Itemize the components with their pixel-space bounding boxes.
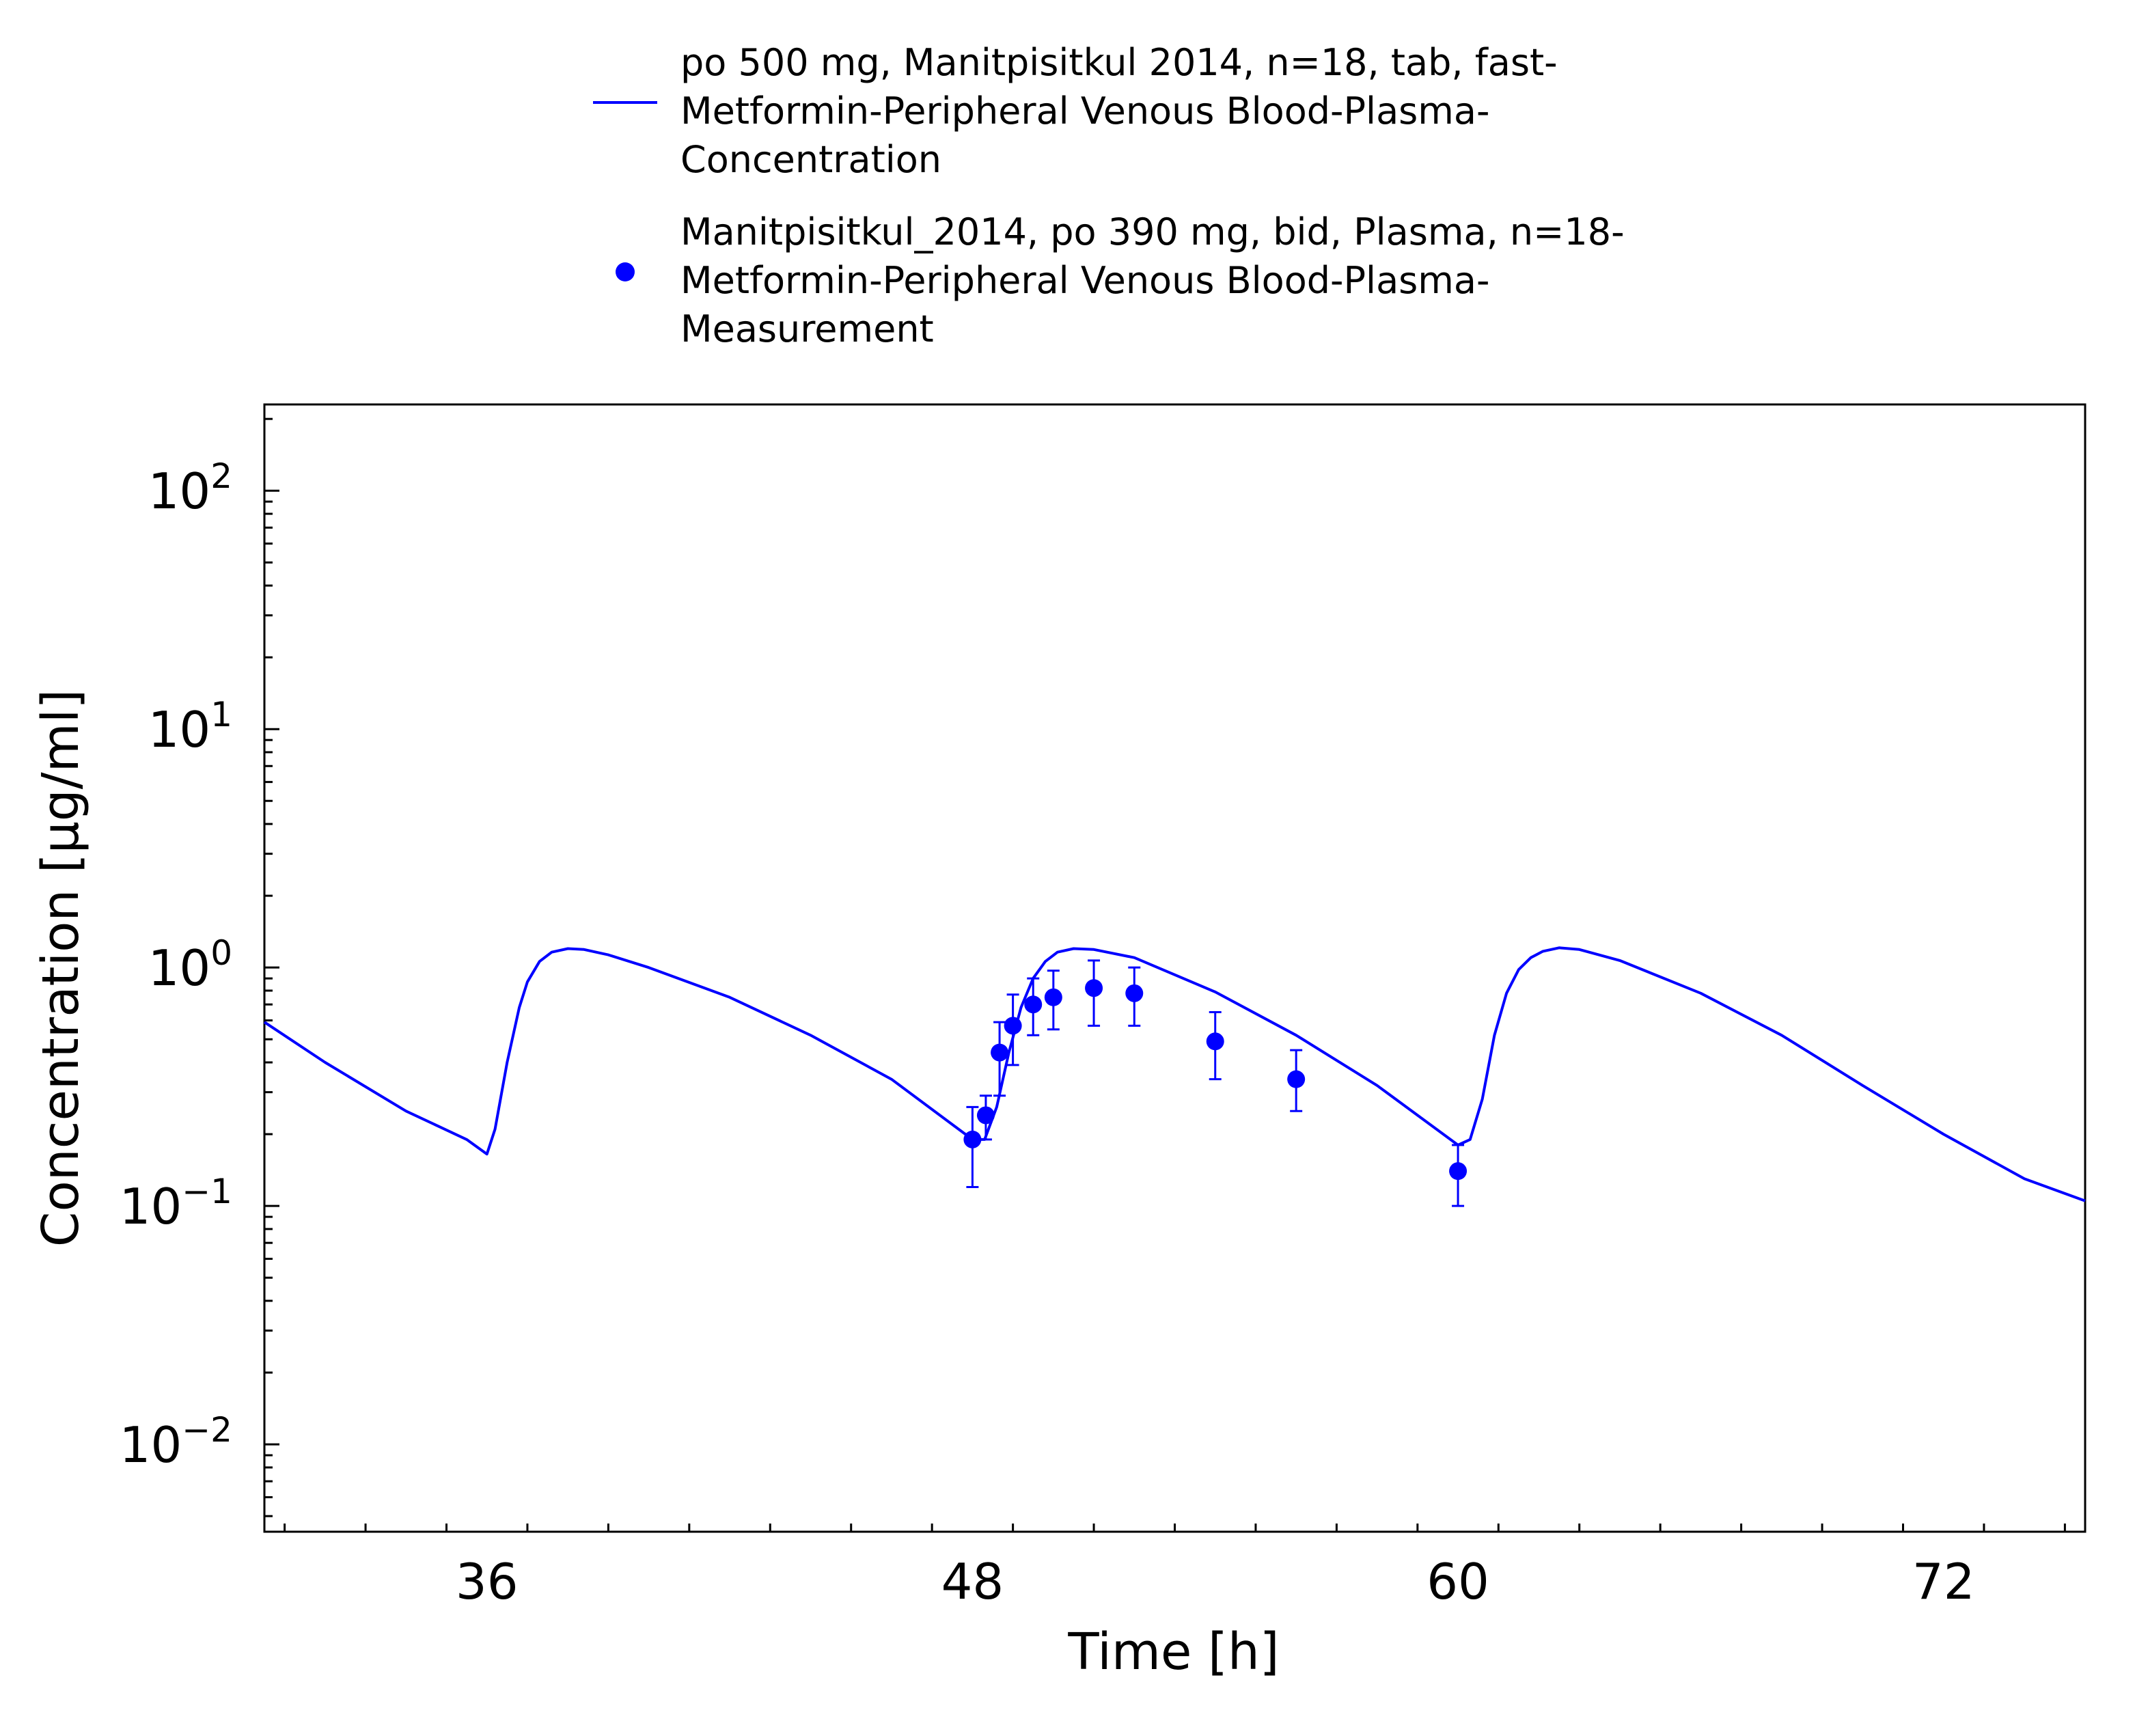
plot-area <box>263 946 2086 1207</box>
data-marker <box>1085 979 1103 997</box>
data-marker <box>1125 984 1144 1002</box>
measurement-point <box>1004 993 1022 1066</box>
data-marker <box>1206 1032 1224 1051</box>
measurement-point <box>1085 959 1103 1027</box>
legend-line-row-1: po 500 mg, Manitpisitkul 2014, n=18, tab… <box>680 41 1558 84</box>
legend-scatter-row-2: Metformin-Peripheral Venous Blood-Plasma… <box>680 259 1489 302</box>
y-tick-label: 10−2 <box>120 1410 232 1474</box>
y-axis-title: Concentration [µg/ml] <box>31 689 90 1247</box>
measurement-point <box>1024 977 1043 1036</box>
data-marker <box>991 1043 1009 1062</box>
y-tick-label: 10−1 <box>120 1172 232 1235</box>
measurement-point <box>991 1021 1009 1097</box>
simulation-line <box>263 946 2086 1202</box>
x-axis-ticks: 36 48 60 72 <box>284 1524 2066 1610</box>
measurement-point <box>1044 969 1062 1031</box>
x-tick-label: 48 <box>941 1553 1004 1610</box>
measurement-point <box>976 1094 995 1141</box>
x-axis-title: Time [h] <box>1067 1623 1279 1681</box>
data-marker <box>1449 1162 1468 1181</box>
measurement-point <box>1287 1049 1306 1112</box>
measurement-point <box>963 1105 982 1188</box>
legend-label-line: po 500 mg, Manitpisitkul 2014, n=18, tab… <box>680 41 1569 181</box>
x-tick-label: 36 <box>456 1553 519 1610</box>
legend-scatter-row-1: Manitpisitkul_2014, po 390 mg, bid, Plas… <box>680 210 1625 253</box>
measurement-point <box>1206 1010 1224 1081</box>
y-tick-label: 101 <box>148 695 232 758</box>
data-marker <box>976 1106 995 1125</box>
data-marker <box>1004 1017 1022 1035</box>
legend-line-row-3: Concentration <box>680 138 941 181</box>
data-marker <box>1287 1070 1306 1088</box>
x-tick-label: 72 <box>1912 1553 1975 1610</box>
y-tick-label: 102 <box>148 456 232 520</box>
measurement-point <box>1125 966 1144 1027</box>
measurement-point <box>1449 1144 1468 1207</box>
data-marker <box>1044 988 1062 1006</box>
data-marker <box>963 1130 982 1148</box>
y-tick-label: 100 <box>148 933 232 997</box>
data-marker <box>1024 995 1043 1014</box>
legend-marker-swatch <box>616 262 635 281</box>
plot-frame <box>263 403 2086 1533</box>
legend: po 500 mg, Manitpisitkul 2014, n=18, tab… <box>593 41 1636 350</box>
legend-line-row-2: Metformin-Peripheral Venous Blood-Plasma… <box>680 89 1489 133</box>
legend-label-scatter: Manitpisitkul_2014, po 390 mg, bid, Plas… <box>680 210 1636 350</box>
legend-scatter-row-3: Measurement <box>680 307 934 350</box>
x-tick-label: 60 <box>1427 1553 1489 1610</box>
y-axis-ticks: 10−2 10−1 100 101 102 <box>120 417 279 1517</box>
